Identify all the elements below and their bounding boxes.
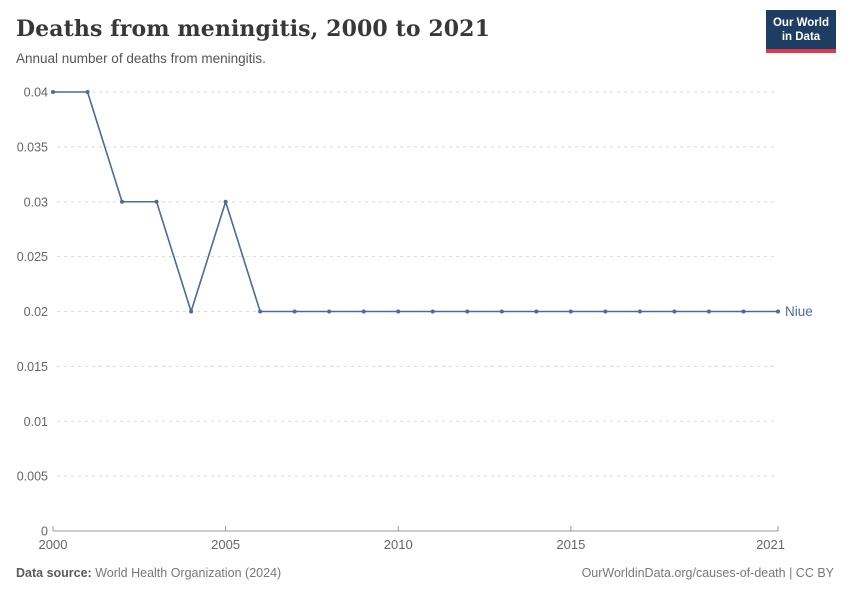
data-point [706, 309, 711, 314]
data-point [189, 309, 194, 314]
y-tick-label: 0.04 [24, 86, 48, 100]
data-source-label: Data source: [16, 566, 92, 580]
data-point [568, 309, 573, 314]
owid-logo-line1: Our World [772, 17, 829, 29]
data-point [120, 199, 125, 204]
chart-subtitle: Annual number of deaths from meningitis. [16, 51, 266, 66]
data-point [776, 309, 780, 314]
data-point [741, 309, 746, 314]
x-tick-label: 2000 [39, 537, 68, 552]
data-point [430, 309, 435, 314]
data-point [361, 309, 366, 314]
y-tick-label: 0.02 [24, 305, 48, 319]
chart-header: Deaths from meningitis, 2000 to 2021 Ann… [0, 0, 850, 76]
chart-footer: Data source: World Health Organization (… [0, 558, 850, 580]
y-tick-label: 0.025 [17, 250, 48, 264]
y-tick-label: 0.035 [17, 140, 48, 154]
line-chart: 0 0.005 0.01 0.015 0.02 0.025 0.03 0.035 0.04 200… [17, 86, 813, 553]
owid-link[interactable]: OurWorldinData.org/causes-of-death | CC … [581, 566, 834, 580]
data-point [396, 309, 401, 314]
data-source: Data source: World Health Organization (… [16, 566, 281, 580]
data-point [465, 309, 470, 314]
data-point [603, 309, 608, 314]
data-point [292, 309, 297, 314]
data-point [534, 309, 539, 314]
x-tick-label: 2015 [556, 537, 585, 552]
data-point [258, 309, 263, 314]
data-point [223, 199, 228, 204]
page-title: Deaths from meningitis, 2000 to 2021 [16, 16, 491, 42]
owid-logo: Our World in Data [766, 10, 836, 53]
x-tick-label: 2005 [211, 537, 240, 552]
data-point [85, 90, 90, 94]
chart-area: 0 0.005 0.01 0.015 0.02 0.025 0.03 0.035 0.04 200… [0, 76, 850, 558]
y-tick-label: 0.03 [24, 195, 48, 209]
y-tick-label: 0.015 [17, 360, 48, 374]
y-tick-label: 0.01 [24, 415, 48, 429]
owid-logo-line2: in Data [781, 31, 821, 43]
y-tick-label: 0 [41, 525, 48, 539]
x-tick-label: 2010 [384, 537, 413, 552]
data-point [327, 309, 332, 314]
data-point [51, 90, 55, 94]
data-source-value: World Health Organization (2024) [91, 566, 282, 580]
data-point [154, 199, 159, 204]
data-point [499, 309, 504, 314]
y-tick-label: 0.005 [17, 470, 48, 484]
data-point [637, 309, 642, 314]
series-line-niue [53, 91, 778, 313]
series-label-niue: Niue [785, 304, 813, 319]
x-tick-label: 2021 [756, 537, 785, 552]
data-point [672, 309, 677, 314]
